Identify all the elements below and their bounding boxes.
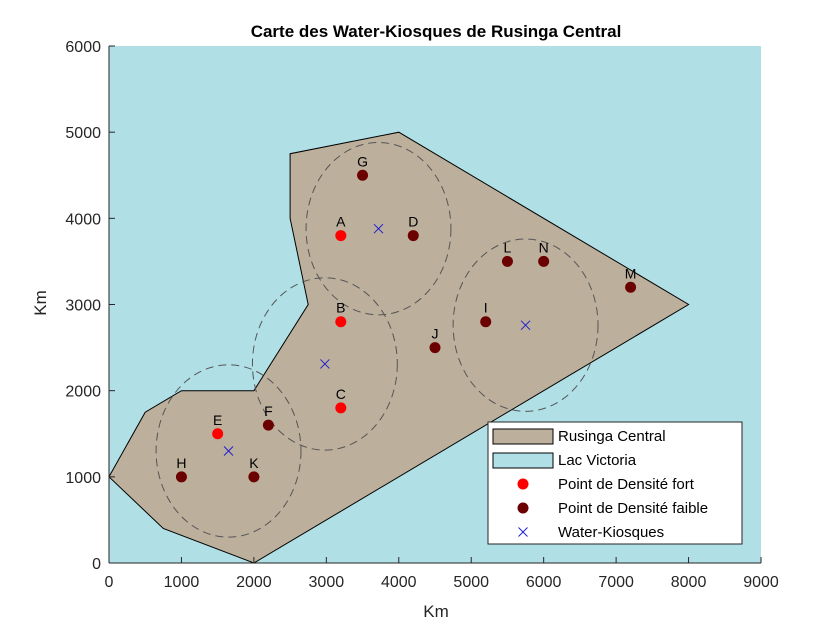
density-point bbox=[262, 419, 274, 431]
point-label: F bbox=[264, 403, 273, 419]
point-label: M bbox=[625, 265, 637, 281]
point-label: I bbox=[484, 300, 488, 316]
density-point bbox=[335, 402, 347, 414]
y-tick-label: 0 bbox=[92, 556, 101, 573]
x-tick-label: 9000 bbox=[743, 574, 779, 591]
density-point bbox=[407, 230, 419, 242]
y-tick-label: 2000 bbox=[65, 384, 101, 401]
legend-swatch bbox=[492, 452, 554, 469]
point-label: K bbox=[249, 455, 259, 471]
density-point bbox=[538, 255, 550, 267]
legend-marker bbox=[517, 478, 529, 490]
legend-label: Point de Densité faible bbox=[558, 500, 708, 517]
kiosk-marker bbox=[373, 223, 384, 234]
kiosk-marker bbox=[320, 359, 330, 369]
kiosk-marker bbox=[520, 320, 531, 331]
y-tick-label: 6000 bbox=[65, 39, 101, 56]
density-point bbox=[357, 169, 369, 181]
point-label: C bbox=[336, 386, 346, 402]
y-tick-label: 5000 bbox=[65, 125, 101, 142]
density-point bbox=[175, 471, 187, 483]
coverage-circle bbox=[251, 277, 398, 451]
point-label: E bbox=[213, 412, 222, 428]
y-tick-label: 3000 bbox=[65, 298, 101, 315]
density-point bbox=[501, 255, 513, 267]
chart-title: Carte des Water-Kiosques de Rusinga Cent… bbox=[251, 22, 622, 41]
point-label: N bbox=[539, 239, 549, 255]
x-tick-label: 2000 bbox=[236, 574, 272, 591]
density-point bbox=[212, 428, 224, 440]
x-tick-label: 5000 bbox=[453, 574, 489, 591]
density-point bbox=[480, 316, 492, 328]
x-tick-label: 7000 bbox=[598, 574, 634, 591]
coverage-circle bbox=[305, 142, 452, 316]
legend-label: Rusinga Central bbox=[558, 428, 666, 445]
density-point bbox=[335, 230, 347, 242]
x-tick-label: 1000 bbox=[164, 574, 200, 591]
density-point bbox=[335, 316, 347, 328]
y-axis-label: Km bbox=[31, 290, 50, 316]
point-label: H bbox=[176, 455, 186, 471]
coverage-circle bbox=[452, 238, 599, 412]
x-axis-label: Km bbox=[423, 602, 449, 621]
point-label: D bbox=[408, 214, 418, 230]
x-tick-label: 3000 bbox=[309, 574, 345, 591]
x-tick-label: 4000 bbox=[381, 574, 417, 591]
x-tick-label: 0 bbox=[105, 574, 114, 591]
density-point bbox=[429, 342, 441, 354]
density-point bbox=[625, 281, 637, 293]
point-label: J bbox=[432, 326, 439, 342]
legend-marker bbox=[518, 527, 528, 537]
legend-label: Lac Victoria bbox=[558, 452, 637, 469]
kiosk-marker bbox=[223, 446, 234, 456]
legend-label: Water-Kiosques bbox=[558, 524, 664, 541]
point-label: L bbox=[504, 239, 512, 255]
legend-marker bbox=[517, 502, 529, 514]
legend-swatch bbox=[492, 428, 554, 445]
x-tick-label: 6000 bbox=[526, 574, 562, 591]
y-tick-label: 4000 bbox=[65, 211, 101, 228]
island-polygon bbox=[108, 131, 690, 564]
x-tick-label: 8000 bbox=[671, 574, 707, 591]
y-tick-label: 1000 bbox=[65, 470, 101, 487]
legend-label: Point de Densité fort bbox=[558, 476, 695, 493]
density-point bbox=[248, 471, 260, 483]
point-label: G bbox=[357, 153, 368, 169]
coverage-circle bbox=[155, 364, 302, 538]
point-label: B bbox=[336, 300, 345, 316]
point-label: A bbox=[336, 214, 346, 230]
